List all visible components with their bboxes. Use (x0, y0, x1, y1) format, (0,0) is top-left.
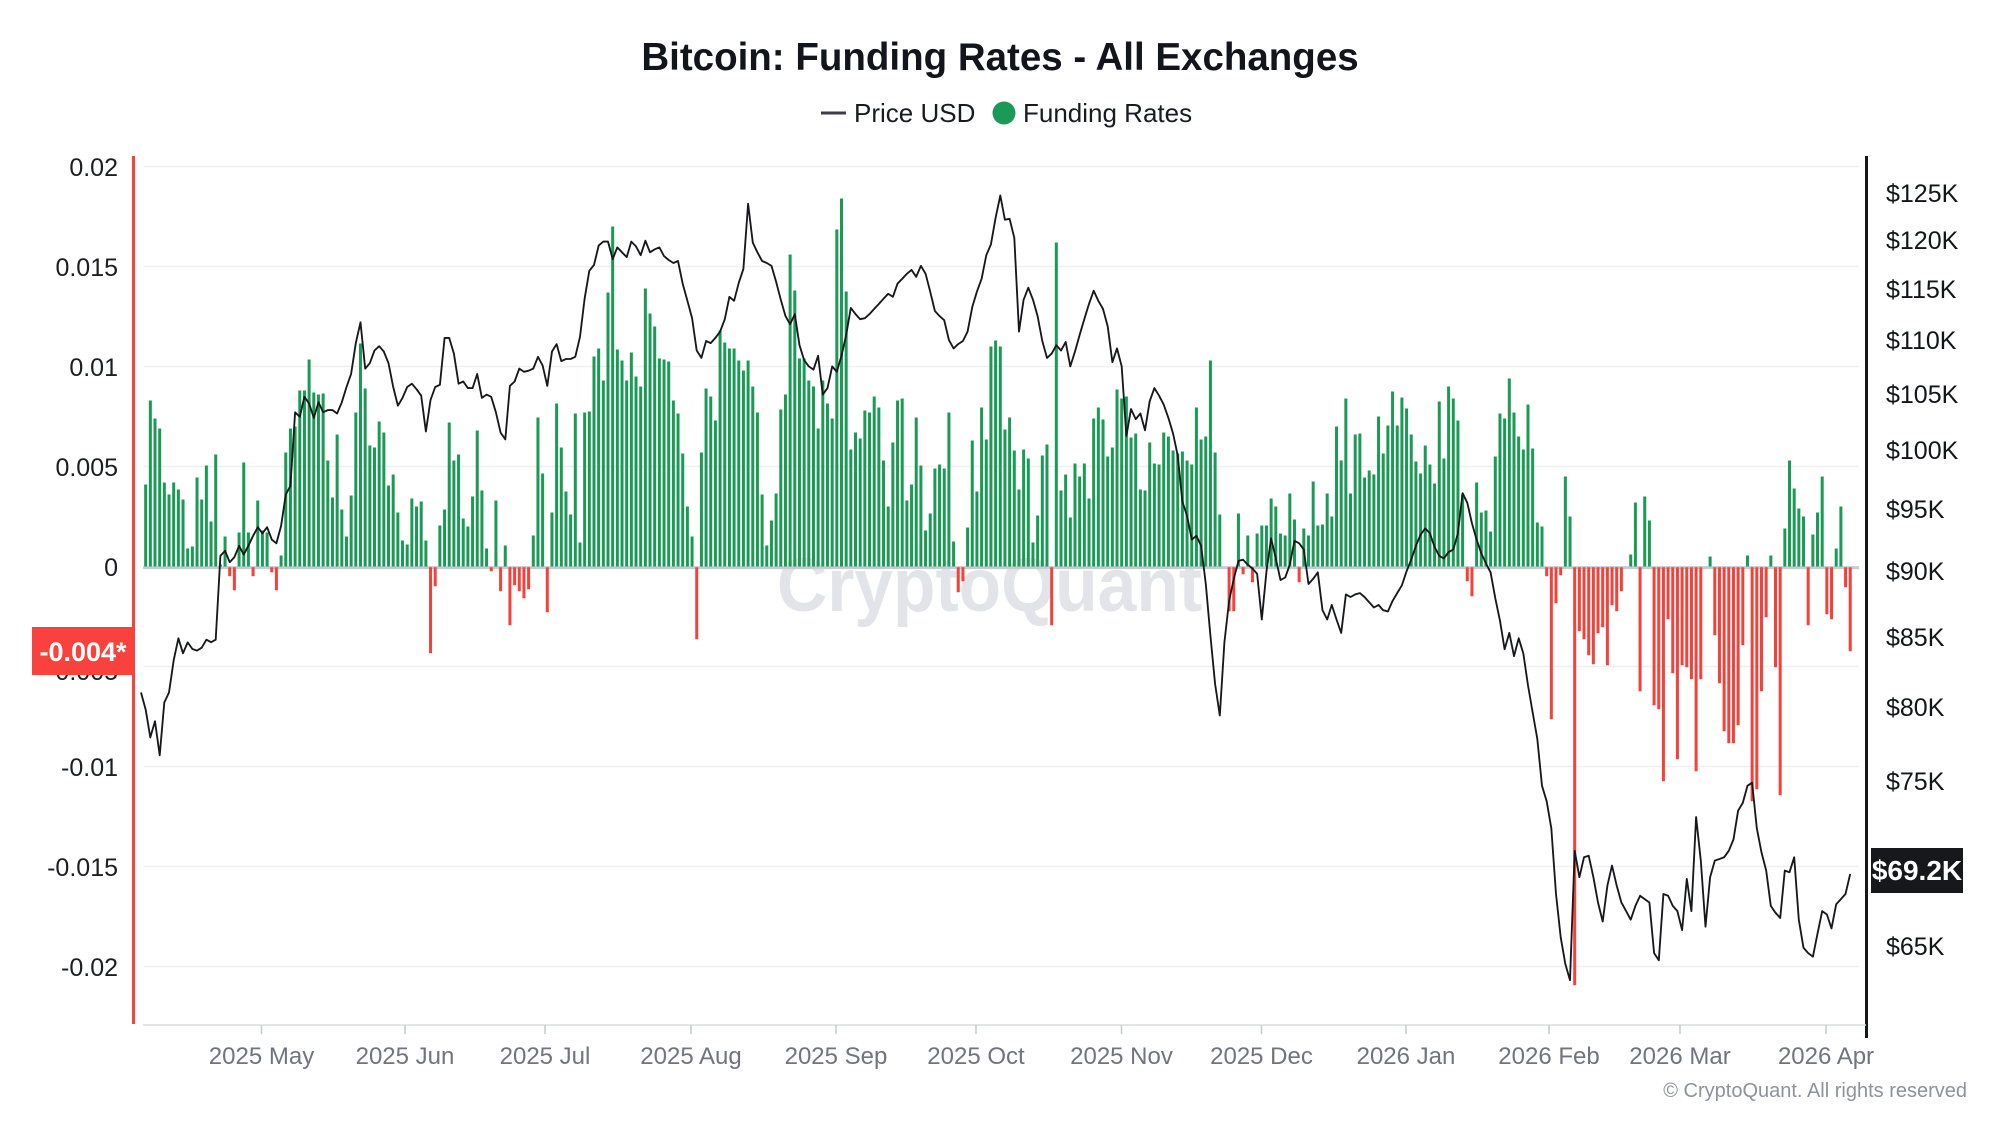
svg-text:-0.004*: -0.004* (39, 637, 127, 667)
svg-text:0: 0 (104, 554, 118, 582)
svg-text:$125K: $125K (1886, 180, 1959, 208)
svg-text:2025 Jul: 2025 Jul (500, 1043, 591, 1070)
svg-text:2025 May: 2025 May (209, 1043, 314, 1070)
svg-text:$75K: $75K (1886, 768, 1945, 796)
svg-text:$115K: $115K (1886, 276, 1957, 304)
svg-text:$90K: $90K (1886, 558, 1945, 586)
svg-text:-0.015: -0.015 (47, 854, 118, 882)
svg-text:0.01: 0.01 (69, 354, 118, 382)
svg-text:2025 Aug: 2025 Aug (640, 1043, 741, 1070)
svg-text:-0.01: -0.01 (61, 754, 118, 782)
svg-text:2026 Mar: 2026 Mar (1629, 1043, 1730, 1070)
svg-text:-0.02: -0.02 (61, 954, 118, 982)
svg-text:$105K: $105K (1886, 381, 1959, 409)
svg-text:$69.2K: $69.2K (1872, 855, 1962, 886)
svg-text:2025 Sep: 2025 Sep (785, 1043, 888, 1070)
svg-text:2025 Oct: 2025 Oct (927, 1043, 1025, 1070)
svg-text:Price USD: Price USD (854, 98, 975, 128)
svg-text:$95K: $95K (1886, 496, 1945, 524)
svg-text:2025 Jun: 2025 Jun (356, 1043, 455, 1070)
svg-text:2026 Jan: 2026 Jan (1357, 1043, 1456, 1070)
svg-text:$85K: $85K (1886, 624, 1945, 652)
svg-text:2025 Nov: 2025 Nov (1070, 1043, 1173, 1070)
svg-text:2025 Dec: 2025 Dec (1210, 1043, 1313, 1070)
svg-text:Funding Rates: Funding Rates (1023, 98, 1192, 128)
svg-text:$65K: $65K (1886, 933, 1945, 961)
svg-text:$100K: $100K (1886, 437, 1959, 465)
svg-text:2026 Feb: 2026 Feb (1498, 1043, 1599, 1070)
svg-text:$110K: $110K (1886, 327, 1957, 355)
svg-text:$120K: $120K (1886, 227, 1959, 255)
svg-text:0.015: 0.015 (55, 254, 118, 282)
svg-text:© CryptoQuant. All rights rese: © CryptoQuant. All rights reserved (1663, 1080, 1967, 1102)
svg-text:2026 Apr: 2026 Apr (1778, 1043, 1874, 1070)
svg-text:$80K: $80K (1886, 694, 1945, 722)
svg-text:0.005: 0.005 (55, 454, 118, 482)
svg-text:Bitcoin: Funding Rates - All E: Bitcoin: Funding Rates - All Exchanges (641, 36, 1358, 79)
svg-text:0.02: 0.02 (69, 154, 118, 182)
